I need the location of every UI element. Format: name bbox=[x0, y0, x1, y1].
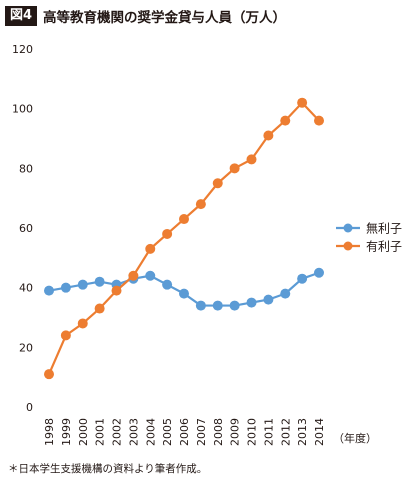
legend-marker-1 bbox=[343, 241, 353, 251]
figure-header: 図4 高等教育機関の奨学金貸与人員（万人） bbox=[5, 5, 286, 27]
data-point-0 bbox=[297, 273, 308, 284]
x-tick-label: 1999 bbox=[60, 418, 73, 446]
data-point-1 bbox=[145, 243, 156, 254]
legend-label-0: 無利子 bbox=[366, 221, 402, 236]
y-tick-label: 80 bbox=[19, 162, 33, 175]
x-axis-label: （年度） bbox=[333, 431, 377, 445]
data-point-1 bbox=[195, 199, 206, 210]
data-point-1 bbox=[280, 115, 291, 126]
data-point-1 bbox=[297, 97, 308, 108]
x-tick-label: 2011 bbox=[262, 418, 275, 446]
x-tick-label: 2005 bbox=[161, 418, 174, 446]
data-point-1 bbox=[246, 154, 257, 165]
data-point-1 bbox=[263, 130, 274, 141]
data-point-1 bbox=[314, 115, 324, 126]
y-tick-label: 0 bbox=[26, 401, 33, 414]
x-tick-label: 2010 bbox=[246, 418, 259, 446]
x-tick-label: 2009 bbox=[229, 418, 242, 446]
data-point-0 bbox=[229, 300, 240, 311]
data-point-0 bbox=[94, 276, 105, 287]
y-tick-label: 60 bbox=[19, 222, 33, 235]
data-point-1 bbox=[44, 369, 54, 380]
figure-number-badge: 図4 bbox=[5, 6, 38, 26]
data-point-0 bbox=[280, 288, 291, 299]
data-point-0 bbox=[195, 300, 206, 311]
data-point-1 bbox=[111, 285, 122, 296]
x-tick-label: 2001 bbox=[94, 418, 107, 446]
x-tick-label: 2000 bbox=[77, 418, 90, 446]
data-point-1 bbox=[179, 214, 189, 225]
data-point-0 bbox=[212, 300, 223, 311]
data-point-0 bbox=[44, 285, 54, 296]
data-point-0 bbox=[77, 279, 88, 290]
x-tick-label: 2002 bbox=[111, 418, 124, 446]
data-point-0 bbox=[60, 282, 71, 293]
data-point-0 bbox=[145, 270, 156, 281]
y-tick-label: 40 bbox=[19, 282, 33, 295]
x-tick-label: 2012 bbox=[279, 418, 292, 446]
x-tick-label: 2013 bbox=[296, 418, 309, 446]
data-point-0 bbox=[314, 267, 324, 278]
data-point-1 bbox=[94, 303, 105, 314]
data-point-0 bbox=[162, 279, 173, 290]
x-tick-label: 2006 bbox=[178, 418, 191, 446]
y-tick-label: 100 bbox=[12, 103, 33, 116]
x-tick-label: 2007 bbox=[195, 418, 208, 446]
legend-marker-0 bbox=[343, 223, 353, 233]
chart-title: 高等教育機関の奨学金貸与人員（万人） bbox=[43, 10, 287, 26]
legend-label-1: 有利子 bbox=[366, 240, 402, 254]
data-point-0 bbox=[263, 294, 274, 305]
data-point-0 bbox=[246, 297, 257, 308]
x-tick-label: 1998 bbox=[43, 418, 56, 446]
data-point-1 bbox=[229, 163, 240, 174]
y-tick-label: 20 bbox=[19, 341, 33, 354]
x-tick-label: 2008 bbox=[212, 418, 225, 446]
data-point-1 bbox=[60, 330, 71, 341]
series-line-1 bbox=[47, 101, 320, 375]
data-point-0 bbox=[179, 288, 189, 299]
x-tick-label: 2004 bbox=[144, 418, 157, 446]
data-point-1 bbox=[128, 270, 139, 281]
data-point-1 bbox=[77, 318, 88, 329]
x-tick-label: 2003 bbox=[127, 418, 140, 446]
data-point-1 bbox=[162, 228, 173, 239]
data-point-1 bbox=[212, 178, 223, 189]
y-tick-label: 120 bbox=[12, 43, 33, 56]
footnote: ＊日本学生支援機構の資料より筆者作成。 bbox=[8, 463, 208, 475]
x-tick-label: 2014 bbox=[313, 418, 326, 446]
